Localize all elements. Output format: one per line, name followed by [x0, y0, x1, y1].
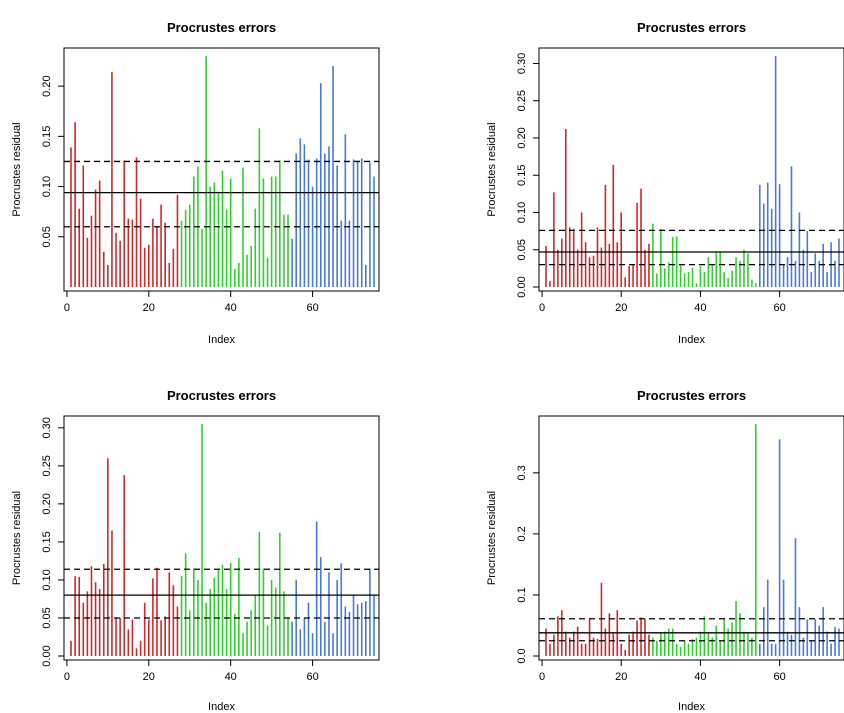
y-tick-label: 0.10 [516, 202, 528, 223]
x-tick-label: 60 [773, 671, 785, 683]
y-tick-label: 0.20 [41, 75, 53, 96]
y-axis-label: Procrustes residual [11, 491, 23, 585]
y-tick-label: 0.10 [41, 176, 53, 197]
y-tick-label: 0.15 [41, 126, 53, 147]
y-tick-label: 0.25 [41, 455, 53, 476]
chart-title: Procrustes errors [167, 388, 276, 403]
y-tick-label: 0.15 [41, 531, 53, 552]
plot-frame [63, 47, 380, 292]
x-tick-label: 40 [694, 671, 706, 683]
y-axis-label: Procrustes residual [486, 122, 498, 216]
x-axis-label: Index [678, 701, 705, 713]
plot-frame [538, 47, 844, 292]
x-axis-label: Index [208, 334, 235, 346]
x-tick-label: 20 [143, 671, 155, 683]
plot-frame [63, 415, 380, 661]
x-tick-label: 0 [64, 671, 70, 683]
y-tick-label: 0.2 [516, 526, 528, 541]
y-tick-label: 0.00 [41, 645, 53, 666]
y-tick-label: 0.20 [516, 127, 528, 148]
y-tick-label: 0.20 [41, 493, 53, 514]
y-axis-label: Procrustes residual [486, 491, 498, 585]
x-tick-label: 60 [306, 671, 318, 683]
x-tick-label: 40 [225, 671, 237, 683]
procrustes-chart-top-right: Procrustes errors 0.00 0.05 0.10 0.15 0.20 0.2… [486, 20, 844, 346]
y-axis-label: Procrustes residual [11, 122, 23, 216]
y-tick-label: 0.05 [516, 239, 528, 260]
x-axis-label: Index [208, 701, 235, 713]
x-tick-label: 20 [143, 302, 155, 314]
chart-title: Procrustes errors [167, 20, 276, 35]
chart-title: Procrustes errors [637, 20, 746, 35]
x-tick-label: 40 [225, 302, 237, 314]
y-tick-label: 0.00 [516, 276, 528, 297]
procrustes-chart-bottom-right: Procrustes errors 0.0 0.1 0.2 0.3 0 20 40 60 Inde… [486, 388, 844, 713]
procrustes-chart-bottom-left: Procrustes errors 0.00 0.05 0.10 0.15 0.20 0.2… [11, 388, 380, 713]
x-tick-label: 0 [539, 302, 545, 314]
x-tick-label: 60 [773, 302, 785, 314]
x-tick-label: 60 [306, 302, 318, 314]
y-tick-label: 0.0 [516, 648, 528, 663]
y-tick-label: 0.05 [41, 226, 53, 247]
y-tick-label: 0.15 [516, 165, 528, 186]
y-tick-label: 0.1 [516, 587, 528, 602]
x-tick-label: 0 [64, 302, 70, 314]
procrustes-chart-top-left: Procrustes errors 0.05 0.10 0.15 0.20 0 20 40 60… [11, 20, 380, 346]
x-axis-label: Index [678, 334, 705, 346]
y-tick-label: 0.05 [41, 607, 53, 628]
x-tick-label: 0 [539, 671, 545, 683]
x-tick-label: 20 [615, 671, 627, 683]
plot-frame [538, 415, 844, 661]
y-tick-label: 0.10 [41, 569, 53, 590]
x-tick-label: 40 [694, 302, 706, 314]
y-tick-label: 0.30 [41, 417, 53, 438]
y-tick-label: 0.3 [516, 465, 528, 480]
chart-title: Procrustes errors [637, 388, 746, 403]
x-tick-label: 20 [615, 302, 627, 314]
y-tick-label: 0.25 [516, 90, 528, 111]
y-tick-label: 0.30 [516, 53, 528, 74]
